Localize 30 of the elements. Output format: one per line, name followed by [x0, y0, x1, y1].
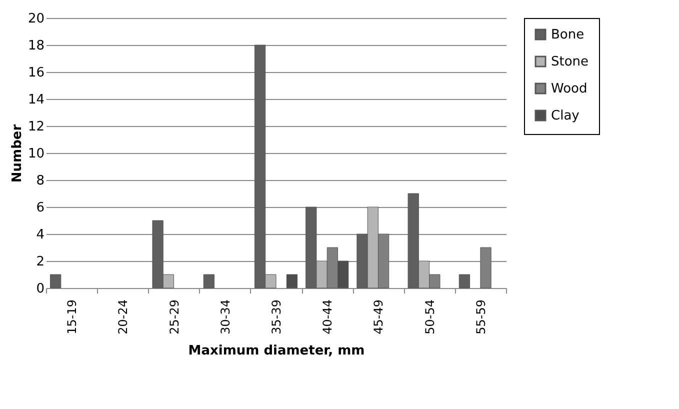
bar [458, 274, 470, 288]
x-tick-label: 30-34 [218, 300, 232, 334]
bar [50, 274, 62, 288]
x-tick-label: 25-29 [167, 300, 182, 334]
y-tick-label: 0 [36, 282, 44, 296]
y-tick-label: 20 [28, 12, 44, 26]
x-tick-label: 20-24 [116, 300, 130, 334]
x-tick-label: 50-54 [422, 300, 437, 334]
y-tick-label: 12 [28, 120, 44, 134]
legend-label: Clay [551, 108, 580, 124]
legend-label: Wood [551, 82, 588, 96]
x-axis-title: Maximum diameter, mm [188, 343, 365, 358]
y-tick-label: 6 [36, 200, 44, 216]
x-tick-label: 55-59 [474, 300, 488, 334]
y-tick-label: 18 [28, 38, 44, 54]
y-tick-label: 8 [36, 174, 44, 188]
bar [286, 274, 298, 288]
x-tick-label: 45-49 [372, 300, 386, 334]
y-tick-label: 2 [36, 254, 44, 270]
x-tick-label: 40-44 [320, 300, 335, 334]
y-tick-label: 14 [28, 92, 44, 108]
y-tick-label: 16 [28, 66, 44, 80]
bar [203, 274, 214, 288]
y-tick-label: 10 [28, 146, 44, 162]
x-tick-label: 15-19 [65, 300, 80, 334]
x-tick-label: 35-39 [270, 300, 284, 334]
y-tick-label: 4 [36, 228, 44, 242]
legend-label: Stone [551, 54, 589, 70]
legend-label: Bone [551, 28, 584, 42]
y-axis-title: Number [10, 124, 25, 183]
